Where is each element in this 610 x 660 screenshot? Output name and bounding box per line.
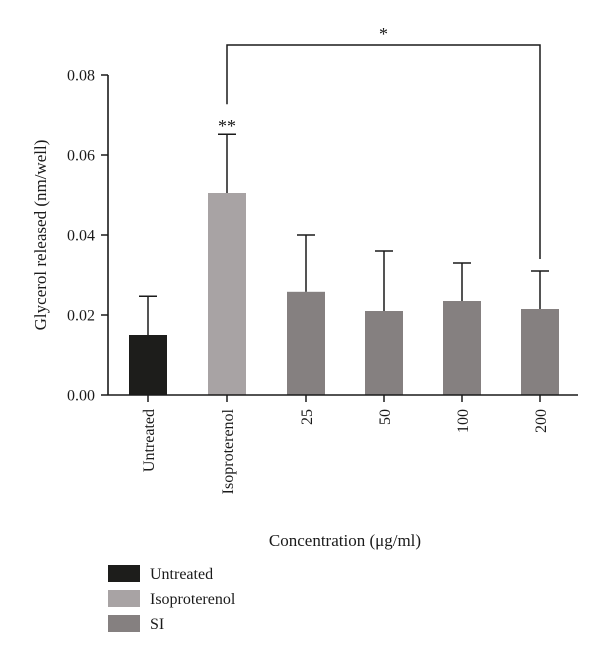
error-bars-group (139, 133, 549, 335)
x-ticks-group: Untreated Isoproterenol 25 50 100 200 (141, 395, 550, 494)
significance-annotations: *** (218, 24, 541, 259)
y-axis-title: Glycerol released (nm/well) (31, 140, 50, 331)
legend-swatch (108, 590, 140, 607)
x-tick-label: 200 (533, 409, 550, 433)
bar-isoproterenol (208, 193, 246, 395)
legend-label: Untreated (150, 566, 213, 583)
y-tick-label: 0.02 (67, 308, 95, 325)
x-axis-title: Concentration (μg/ml) (269, 531, 421, 550)
bar-25 (287, 291, 325, 395)
legend-label: SI (150, 616, 164, 633)
single-asterisk-mark: * (379, 24, 388, 44)
bars-group (129, 193, 559, 395)
bar-untreated (129, 335, 167, 395)
y-tick-label: 0.00 (67, 388, 95, 405)
bar-200 (521, 309, 559, 395)
double-asterisk-mark: ** (218, 116, 236, 136)
x-tick-label: Untreated (141, 409, 158, 472)
axes-group (107, 75, 578, 396)
x-tick-label: 25 (299, 409, 316, 425)
bar-100 (443, 301, 481, 395)
y-ticks-group: 0.00 0.02 0.04 0.06 0.08 (67, 68, 108, 405)
legend-swatch (108, 565, 140, 582)
y-tick-label: 0.04 (67, 228, 95, 245)
legend: Untreated Isoproterenol SI (108, 565, 236, 633)
x-tick-label: 50 (377, 409, 394, 425)
significance-bracket (226, 44, 541, 259)
x-tick-label: Isoproterenol (220, 408, 237, 494)
y-tick-label: 0.06 (67, 148, 95, 165)
bar-50 (365, 311, 403, 395)
y-tick-label: 0.08 (67, 68, 95, 85)
legend-label: Isoproterenol (150, 591, 236, 608)
legend-swatch (108, 615, 140, 632)
x-tick-label: 100 (455, 409, 472, 433)
